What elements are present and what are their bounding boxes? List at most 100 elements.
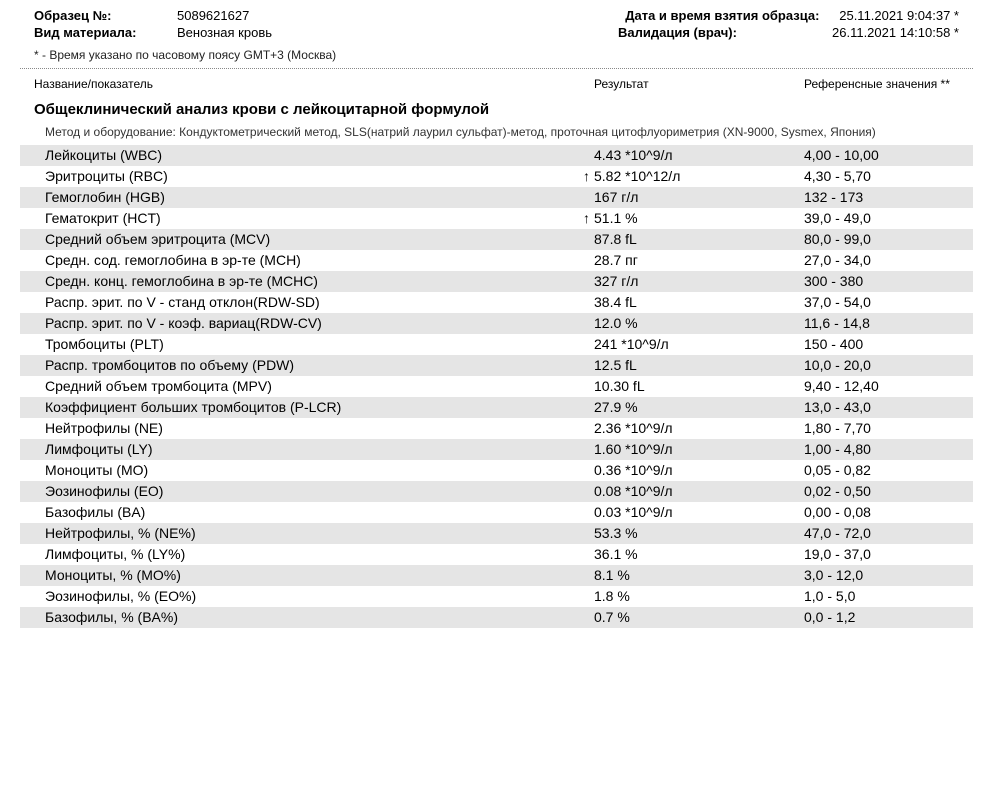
result-value: 38.4 fL — [594, 294, 804, 310]
parameter-name: Распр. тромбоцитов по объему (PDW) — [34, 357, 579, 373]
table-row: Средн. конц. гемоглобина в эр-те (MCHC) 3… — [20, 271, 973, 292]
table-row: Нейтрофилы, % (NE%) 53.3 %47,0 - 72,0 — [20, 523, 973, 544]
reference-range: 13,0 - 43,0 — [804, 399, 959, 415]
table-row: Средний объем эритроцита (MCV) 87.8 fL80,… — [20, 229, 973, 250]
timezone-note: * - Время указано по часовому поясу GMT+… — [20, 42, 973, 69]
col-header-result: Результат — [594, 77, 804, 91]
result-value: 0.08 *10^9/л — [594, 483, 804, 499]
result-value: 12.5 fL — [594, 357, 804, 373]
parameter-name: Базофилы (BA) — [34, 504, 579, 520]
reference-range: 0,05 - 0,82 — [804, 462, 959, 478]
table-row: Гемоглобин (HGB) 167 г/л132 - 173 — [20, 187, 973, 208]
reference-range: 10,0 - 20,0 — [804, 357, 959, 373]
sample-number-value: 5089621627 — [177, 8, 249, 23]
reference-range: 11,6 - 14,8 — [804, 315, 959, 331]
table-columns-header: Название/показатель Результат Референсны… — [20, 69, 973, 97]
table-row: Эозинофилы, % (EO%) 1.8 %1,0 - 5,0 — [20, 586, 973, 607]
result-value: 2.36 *10^9/л — [594, 420, 804, 436]
result-value: 10.30 fL — [594, 378, 804, 394]
reference-range: 47,0 - 72,0 — [804, 525, 959, 541]
parameter-name: Лейкоциты (WBC) — [34, 147, 579, 163]
validation-label: Валидация (врач): — [618, 25, 828, 40]
table-row: Лейкоциты (WBC) 4.43 *10^9/л4,00 - 10,00 — [20, 145, 973, 166]
col-header-name: Название/показатель — [34, 77, 594, 91]
parameter-name: Средн. сод. гемоглобина в эр-те (MCH) — [34, 252, 579, 268]
parameter-name: Моноциты (MO) — [34, 462, 579, 478]
parameter-name: Распр. эрит. по V - станд отклон(RDW-SD) — [34, 294, 579, 310]
parameter-name: Эозинофилы, % (EO%) — [34, 588, 579, 604]
table-row: Моноциты (MO) 0.36 *10^9/л0,05 - 0,82 — [20, 460, 973, 481]
result-value: 87.8 fL — [594, 231, 804, 247]
result-value: 12.0 % — [594, 315, 804, 331]
result-value: 241 *10^9/л — [594, 336, 804, 352]
parameter-name: Нейтрофилы, % (NE%) — [34, 525, 579, 541]
reference-range: 80,0 - 99,0 — [804, 231, 959, 247]
reference-range: 9,40 - 12,40 — [804, 378, 959, 394]
table-row: Нейтрофилы (NE) 2.36 *10^9/л1,80 - 7,70 — [20, 418, 973, 439]
parameter-name: Коэффициент больших тромбоцитов (P-LCR) — [34, 399, 579, 415]
table-row: Лимфоциты (LY) 1.60 *10^9/л1,00 - 4,80 — [20, 439, 973, 460]
reference-range: 37,0 - 54,0 — [804, 294, 959, 310]
reference-range: 3,0 - 12,0 — [804, 567, 959, 583]
result-value: 5.82 *10^12/л — [594, 168, 804, 184]
table-row: Средн. сод. гемоглобина в эр-те (MCH) 28.… — [20, 250, 973, 271]
header-row-2: Вид материала: Венозная кровь Валидация … — [20, 25, 973, 42]
sample-number-label: Образец №: — [34, 8, 169, 23]
table-row: Средний объем тромбоцита (MPV) 10.30 fL9,… — [20, 376, 973, 397]
parameter-name: Гематокрит (HCT) — [34, 210, 579, 226]
result-value: 0.36 *10^9/л — [594, 462, 804, 478]
reference-range: 4,00 - 10,00 — [804, 147, 959, 163]
header-row-1: Образец №: 5089621627 Дата и время взяти… — [20, 8, 973, 25]
reference-range: 27,0 - 34,0 — [804, 252, 959, 268]
parameter-name: Базофилы, % (BA%) — [34, 609, 579, 625]
sample-date-label: Дата и время взятия образца: — [625, 8, 835, 23]
parameter-name: Лимфоциты, % (LY%) — [34, 546, 579, 562]
reference-range: 19,0 - 37,0 — [804, 546, 959, 562]
parameter-name: Средн. конц. гемоглобина в эр-те (MCHC) — [34, 273, 579, 289]
table-row: Коэффициент больших тромбоцитов (P-LCR)2… — [20, 397, 973, 418]
result-value: 327 г/л — [594, 273, 804, 289]
result-value: 4.43 *10^9/л — [594, 147, 804, 163]
reference-range: 0,0 - 1,2 — [804, 609, 959, 625]
result-value: 1.60 *10^9/л — [594, 441, 804, 457]
table-row: Гематокрит (HCT)↑51.1 %39,0 - 49,0 — [20, 208, 973, 229]
parameter-name: Средний объем тромбоцита (MPV) — [34, 378, 579, 394]
table-row: Распр. тромбоцитов по объему (PDW) 12.5 f… — [20, 355, 973, 376]
table-row: Моноциты, % (MO%)8.1 %3,0 - 12,0 — [20, 565, 973, 586]
table-row: Распр. эрит. по V - коэф. вариац(RDW-CV)… — [20, 313, 973, 334]
reference-range: 300 - 380 — [804, 273, 959, 289]
table-row: Эритроциты (RBC)↑5.82 *10^12/л4,30 - 5,7… — [20, 166, 973, 187]
result-value: 1.8 % — [594, 588, 804, 604]
parameter-name: Нейтрофилы (NE) — [34, 420, 579, 436]
parameter-name: Средний объем эритроцита (MCV) — [34, 231, 579, 247]
section-title: Общеклинический анализ крови с лейкоцита… — [20, 97, 973, 120]
flag-icon: ↑ — [579, 168, 594, 184]
table-row: Базофилы (BA)0.03 *10^9/л0,00 - 0,08 — [20, 502, 973, 523]
parameter-name: Распр. эрит. по V - коэф. вариац(RDW-CV) — [34, 315, 579, 331]
result-value: 167 г/л — [594, 189, 804, 205]
table-row: Эозинофилы (EO)0.08 *10^9/л0,02 - 0,50 — [20, 481, 973, 502]
table-row: Базофилы, % (BA%) 0.7 %0,0 - 1,2 — [20, 607, 973, 628]
reference-range: 1,80 - 7,70 — [804, 420, 959, 436]
parameter-name: Моноциты, % (MO%) — [34, 567, 579, 583]
header-left-2: Вид материала: Венозная кровь — [34, 25, 272, 40]
sample-date-value: 25.11.2021 9:04:37 * — [839, 8, 959, 23]
header-right-2: Валидация (врач): 26.11.2021 14:10:58 * — [618, 25, 959, 40]
parameter-name: Тромбоциты (PLT) — [34, 336, 579, 352]
result-value: 28.7 пг — [594, 252, 804, 268]
reference-range: 1,0 - 5,0 — [804, 588, 959, 604]
reference-range: 132 - 173 — [804, 189, 959, 205]
result-value: 0.7 % — [594, 609, 804, 625]
reference-range: 1,00 - 4,80 — [804, 441, 959, 457]
validation-value: 26.11.2021 14:10:58 * — [832, 25, 959, 40]
result-value: 53.3 % — [594, 525, 804, 541]
header-right-1: Дата и время взятия образца: 25.11.2021 … — [625, 8, 959, 23]
method-note: Метод и оборудование: Кондуктометрически… — [20, 120, 973, 145]
table-row: Распр. эрит. по V - станд отклон(RDW-SD)… — [20, 292, 973, 313]
reference-range: 150 - 400 — [804, 336, 959, 352]
results-table: Лейкоциты (WBC) 4.43 *10^9/л4,00 - 10,00 Э… — [20, 145, 973, 628]
col-header-ref: Референсные значения ** — [804, 77, 959, 91]
parameter-name: Гемоглобин (HGB) — [34, 189, 579, 205]
result-value: 36.1 % — [594, 546, 804, 562]
parameter-name: Лимфоциты (LY) — [34, 441, 579, 457]
